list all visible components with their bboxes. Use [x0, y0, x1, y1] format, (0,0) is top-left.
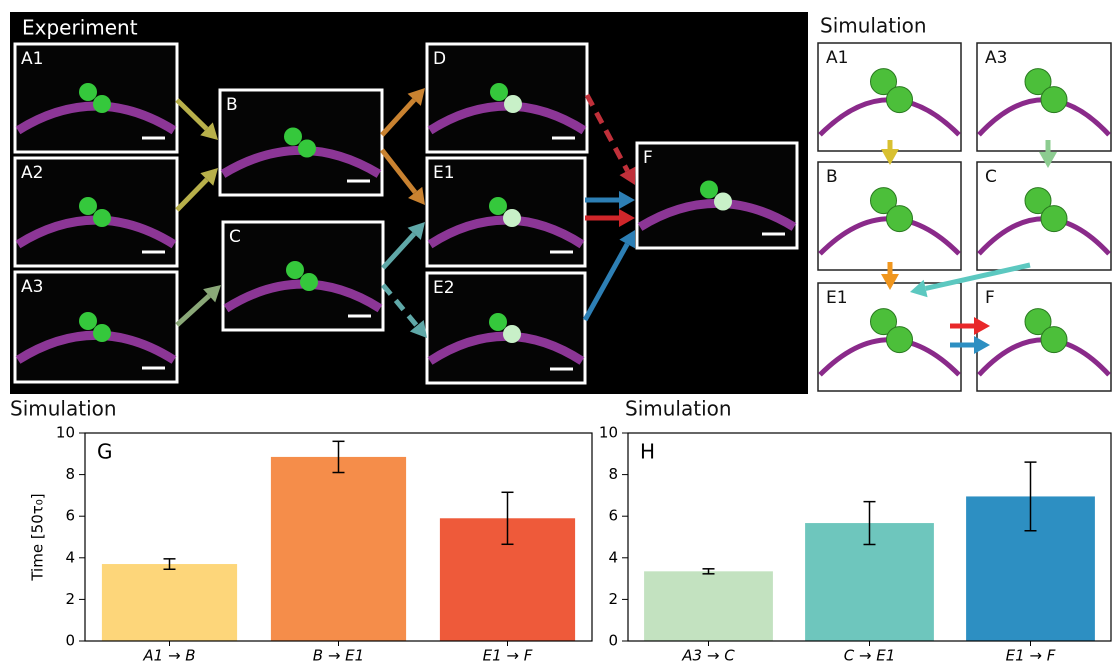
- experiment-title: Experiment: [22, 16, 138, 40]
- panel-label: B: [826, 167, 838, 187]
- y-tick-label: 0: [608, 632, 618, 650]
- panel-label: A3: [21, 277, 43, 297]
- x-tick-label: E1 → F: [1006, 647, 1056, 664]
- particle: [490, 83, 508, 101]
- particle: [714, 193, 732, 211]
- x-tick-label: B → E1: [313, 647, 364, 664]
- particle: [79, 83, 97, 101]
- bar: [102, 564, 237, 641]
- y-tick-label: 8: [608, 465, 618, 483]
- panel-letter: H: [640, 440, 655, 464]
- particle: [1041, 206, 1067, 232]
- panel-label: D: [433, 49, 446, 69]
- particle: [286, 261, 304, 279]
- chart-title: Simulation: [10, 397, 117, 421]
- panel-label: A1: [826, 48, 848, 68]
- particle: [887, 327, 913, 353]
- panel-label: A3: [985, 48, 1007, 68]
- y-tick-label: 4: [65, 548, 75, 566]
- particle: [93, 95, 111, 113]
- y-tick-label: 6: [608, 507, 618, 525]
- bar: [271, 457, 406, 641]
- particle: [93, 324, 111, 342]
- particle: [79, 197, 97, 215]
- particle: [1041, 87, 1067, 113]
- bar: [644, 571, 773, 641]
- y-tick-label: 6: [65, 507, 75, 525]
- y-tick-label: 10: [599, 424, 618, 442]
- y-tick-label: 10: [56, 424, 75, 442]
- figure: Experiment Simulation A1 A2 A3 B C D E1 E2 F A1 A3…: [0, 0, 1113, 664]
- particle: [489, 313, 507, 331]
- panel-label: F: [643, 148, 653, 168]
- simulation-title: Simulation: [820, 14, 927, 38]
- panel-label: E2: [433, 278, 455, 298]
- y-tick-label: 8: [65, 465, 75, 483]
- particle: [79, 312, 97, 330]
- y-tick-label: 2: [65, 590, 75, 608]
- x-tick-label: A1 → B: [142, 647, 195, 664]
- panel-label: A1: [21, 49, 43, 69]
- particle: [1041, 327, 1067, 353]
- chart-title: Simulation: [625, 397, 732, 421]
- y-tick-label: 0: [65, 632, 75, 650]
- particle: [504, 95, 522, 113]
- panel-label: E1: [826, 288, 848, 308]
- particle: [887, 206, 913, 232]
- y-tick-label: 2: [608, 590, 618, 608]
- particle: [700, 181, 718, 199]
- x-tick-label: C → E1: [844, 647, 896, 664]
- panel-label: C: [229, 227, 241, 247]
- panel-label: B: [226, 95, 238, 115]
- particle: [503, 209, 521, 227]
- particle: [300, 273, 318, 291]
- panel-label: C: [985, 167, 997, 187]
- page: Experiment Simulation A1 A2 A3 B C D E1 E2 F A1 A3…: [0, 0, 1113, 664]
- y-axis-label: Time [50τ₀]: [29, 493, 47, 581]
- particle: [503, 325, 521, 343]
- panel-label: F: [985, 288, 995, 308]
- particle: [93, 209, 111, 227]
- particle: [298, 140, 316, 158]
- y-tick-label: 4: [608, 548, 618, 566]
- particle: [284, 128, 302, 146]
- x-tick-label: E1 → F: [483, 647, 533, 664]
- panel-label: A2: [21, 163, 43, 183]
- particle: [489, 197, 507, 215]
- x-tick-label: A3 → C: [681, 647, 735, 664]
- particle: [887, 87, 913, 113]
- panel-letter: G: [97, 440, 113, 464]
- panel-label: E1: [433, 163, 455, 183]
